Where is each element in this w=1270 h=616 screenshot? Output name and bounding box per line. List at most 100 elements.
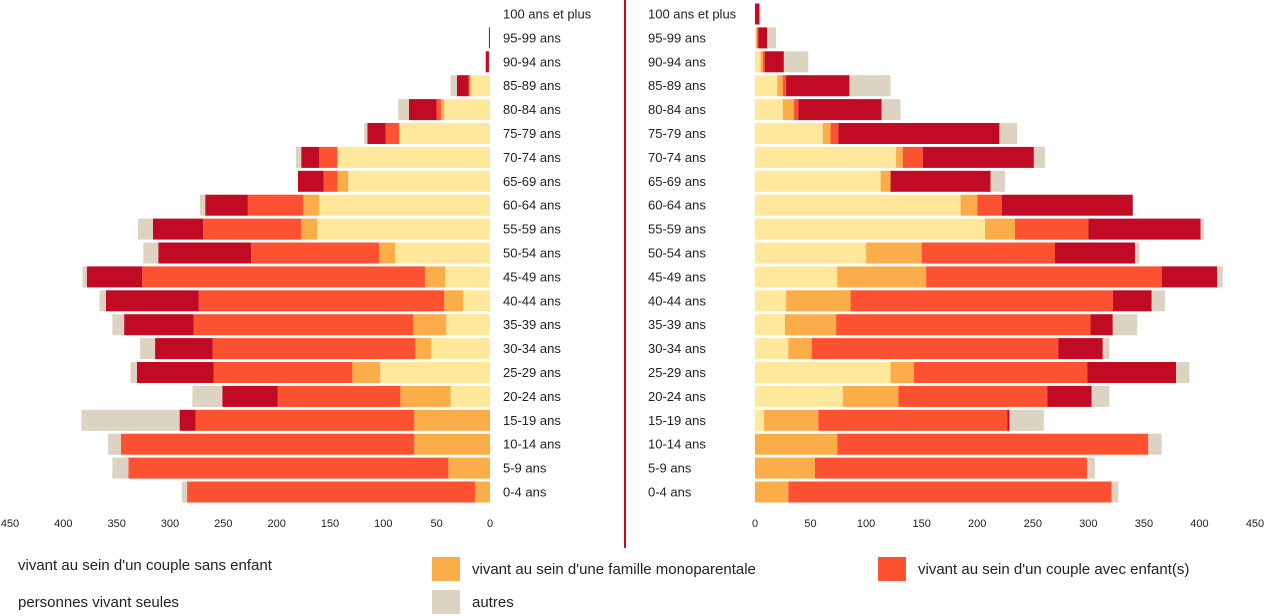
bar-segment-couple-sans-enfant — [444, 99, 490, 121]
category-label: 15-19 ans — [503, 413, 561, 428]
bar-segment-couple-avec-enfant — [277, 385, 401, 407]
bar-segment-couple-sans-enfant — [755, 385, 843, 407]
bar-segment-autres — [849, 75, 891, 97]
x-tick-label: 0 — [487, 518, 493, 530]
bar-segment-autres — [999, 123, 1018, 144]
bar-segment-couple-avec-enfant — [757, 27, 759, 49]
bar-segment-couple-sans-enfant — [317, 218, 490, 240]
bar-segment-couple-sans-enfant — [755, 194, 961, 216]
x-tick-label: 100 — [857, 518, 875, 530]
bar-segment-autres — [1135, 242, 1140, 264]
bar-segment-couple-avec-enfant — [902, 146, 923, 168]
legend-swatch — [878, 557, 906, 581]
bar-segment-seules — [124, 314, 194, 336]
bar-segment-seules — [205, 194, 248, 216]
bar-segment-seules — [488, 27, 490, 49]
category-label: 65-69 ans — [503, 174, 561, 189]
x-tick-label: 0 — [752, 518, 758, 530]
x-tick-label: 200 — [968, 518, 986, 530]
bar-segment-seules — [179, 409, 196, 431]
bar-segment-couple-sans-enfant — [755, 75, 778, 97]
category-label: 25-29 ans — [503, 365, 561, 380]
bar-segment-couple-avec-enfant — [913, 362, 1088, 383]
x-tick-label: 150 — [912, 518, 930, 530]
category-label: 35-39 ans — [503, 317, 561, 332]
bar-segment-monoparentale — [303, 194, 320, 216]
bar-segment-monoparentale — [880, 170, 891, 192]
category-label: 30-34 ans — [503, 341, 561, 356]
bar-segment-couple-sans-enfant — [755, 146, 897, 168]
category-label: 60-64 ans — [648, 198, 706, 213]
bar-segment-autres — [1217, 266, 1223, 288]
bar-segment-autres — [767, 27, 777, 49]
x-tick-label: 150 — [321, 518, 339, 530]
bar-segment-couple-sans-enfant — [755, 362, 891, 383]
bar-segment-monoparentale — [837, 266, 927, 288]
bar-segment-couple-sans-enfant — [755, 170, 881, 192]
bar-segment-couple-avec-enfant — [837, 433, 1149, 455]
bar-segment-monoparentale — [960, 194, 978, 216]
legend-item-autres: autres — [432, 590, 514, 614]
legend-label: vivant au sein d'un couple sans enfant — [18, 557, 272, 574]
bar-segment-couple-avec-enfant — [898, 385, 1048, 407]
x-tick-label: 300 — [1079, 518, 1097, 530]
bar-segment-monoparentale — [788, 338, 812, 360]
x-tick-label: 400 — [1190, 518, 1208, 530]
bar-segment-couple-sans-enfant — [755, 409, 764, 431]
category-label: 80-84 ans — [503, 102, 561, 117]
bar-segment-couple-sans-enfant — [755, 290, 787, 312]
bar-segment-autres — [881, 99, 901, 121]
bar-segment-monoparentale — [822, 123, 831, 144]
bar-segment-monoparentale — [896, 146, 903, 168]
category-label: 50-54 ans — [503, 246, 561, 261]
category-label: 85-89 ans — [503, 78, 561, 93]
bar-segment-monoparentale — [413, 314, 447, 336]
bar-segment-seules — [1055, 242, 1135, 264]
bar-segment-autres — [138, 218, 153, 240]
bar-segment-autres — [1091, 385, 1110, 407]
bar-segment-autres — [1148, 433, 1162, 455]
bar-segment-seules — [485, 51, 489, 73]
bar-segment-autres — [82, 266, 87, 288]
bar-segment-autres — [450, 75, 457, 97]
bar-segment-couple-sans-enfant — [446, 314, 490, 336]
bar-segment-seules — [1058, 338, 1103, 360]
x-tick-label: 250 — [1024, 518, 1042, 530]
bar-segment-couple-avec-enfant — [782, 75, 787, 97]
bar-segment-autres — [143, 242, 159, 264]
bar-segment-monoparentale — [763, 409, 819, 431]
category-label: 40-44 ans — [503, 293, 561, 308]
bar-segment-autres — [112, 314, 125, 336]
category-label: 85-89 ans — [648, 78, 706, 93]
category-label: 15-19 ans — [648, 413, 706, 428]
bar-segment-autres — [1102, 338, 1110, 360]
bar-segment-seules — [838, 123, 1000, 144]
x-tick-label: 350 — [107, 518, 125, 530]
bar-segment-couple-avec-enfant — [762, 51, 765, 73]
x-tick-label: 450 — [1246, 518, 1264, 530]
category-label: 20-24 ans — [503, 389, 561, 404]
bar-segment-seules — [798, 99, 882, 121]
bar-segment-couple-avec-enfant — [815, 457, 1088, 479]
bar-segment-autres — [112, 457, 129, 479]
bar-segment-couple-avec-enfant — [793, 99, 799, 121]
category-label: 30-34 ans — [648, 341, 706, 356]
x-tick-label: 250 — [214, 518, 232, 530]
bar-segment-autres — [1200, 218, 1204, 240]
bar-segment-couple-sans-enfant — [755, 99, 783, 121]
bar-segment-seules — [152, 218, 204, 240]
bar-segment-monoparentale — [785, 314, 837, 336]
category-label: 5-9 ans — [503, 461, 547, 476]
bar-segment-couple-avec-enfant — [195, 409, 415, 431]
bar-segment-seules — [136, 362, 214, 383]
left-x-axis-ticks: 450 400 350 300 250 200 150 100 50 0 — [1, 518, 493, 530]
category-label: 20-24 ans — [648, 389, 706, 404]
category-label: 80-84 ans — [648, 102, 706, 117]
bar-segment-autres — [181, 481, 188, 503]
bar-segment-autres — [759, 3, 761, 25]
bar-segment-seules — [408, 99, 437, 121]
bar-segment-seules — [155, 338, 213, 360]
bar-segment-couple-sans-enfant — [431, 338, 490, 360]
bar-segment-couple-avec-enfant — [1015, 218, 1089, 240]
bar-segment-couple-sans-enfant — [337, 146, 490, 168]
